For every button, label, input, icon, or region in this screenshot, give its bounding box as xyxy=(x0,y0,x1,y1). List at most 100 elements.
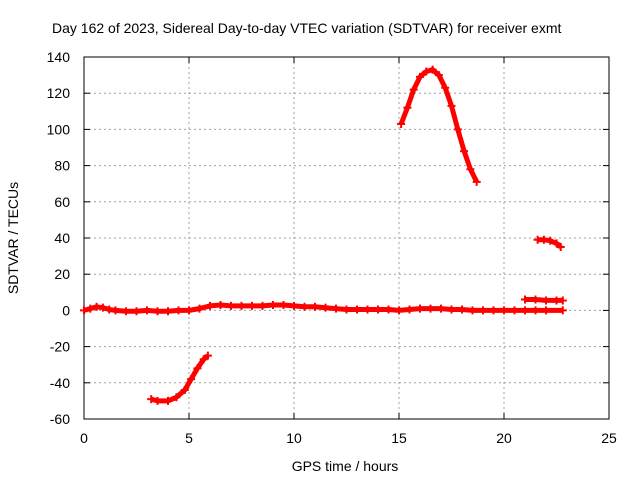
x-axis-ticks: 0 5 10 15 20 25 xyxy=(80,57,617,446)
data-point xyxy=(441,83,450,92)
series-segment-2 xyxy=(397,65,481,186)
data-point xyxy=(458,305,466,314)
data-point xyxy=(80,306,88,315)
data-point xyxy=(447,305,456,314)
data-point xyxy=(403,103,412,112)
y-tick-label: -60 xyxy=(50,411,70,427)
data-point xyxy=(460,147,469,156)
data-point xyxy=(468,306,477,315)
data-point xyxy=(300,302,309,311)
data-point xyxy=(521,306,529,315)
data-point xyxy=(426,304,435,313)
data-point xyxy=(542,306,550,315)
data-point xyxy=(558,296,567,305)
data-point xyxy=(279,300,288,309)
x-axis-label: GPS time / hours xyxy=(292,458,399,474)
data-point xyxy=(500,306,508,315)
data-point xyxy=(86,304,95,313)
x-tick-label: 10 xyxy=(286,430,302,446)
data-point xyxy=(187,375,196,384)
series-line xyxy=(150,353,210,404)
x-tick-label: 20 xyxy=(496,430,512,446)
data-point xyxy=(489,306,498,315)
y-tick-label: 140 xyxy=(47,49,71,65)
series-line xyxy=(398,67,479,184)
data-point xyxy=(437,304,445,313)
data-point xyxy=(384,305,393,314)
x-tick-label: 0 xyxy=(80,430,88,446)
y-tick-label: 0 xyxy=(62,302,70,318)
data-point xyxy=(206,301,214,310)
data-point xyxy=(395,306,403,315)
grid xyxy=(84,57,609,419)
data-point xyxy=(143,306,151,315)
data-point xyxy=(479,306,487,315)
x-tick-label: 25 xyxy=(601,430,617,446)
y-tick-label: -20 xyxy=(50,339,70,355)
data-point xyxy=(428,65,437,74)
data-point xyxy=(111,306,120,315)
data-point xyxy=(237,301,246,310)
data-point xyxy=(172,393,181,402)
data-point xyxy=(203,351,212,360)
data-point xyxy=(195,304,204,313)
series-segment-4 xyxy=(533,235,565,252)
data-point xyxy=(153,307,162,316)
data-point xyxy=(193,364,202,373)
y-tick-label: 120 xyxy=(47,85,71,101)
data-point xyxy=(98,303,107,312)
data-point xyxy=(531,295,540,304)
y-tick-label: 60 xyxy=(54,194,70,210)
y-axis-label: SDTVAR / TECUs xyxy=(5,182,21,294)
data-point xyxy=(353,305,361,314)
data-point xyxy=(147,395,156,404)
data-point xyxy=(405,305,414,314)
data-point xyxy=(321,303,330,312)
data-point xyxy=(409,85,418,94)
data-point xyxy=(258,301,267,310)
x-tick-label: 5 xyxy=(185,430,193,446)
data-point xyxy=(216,300,225,309)
series-segment-3 xyxy=(521,295,567,305)
data-point xyxy=(248,301,256,310)
y-tick-label: 80 xyxy=(54,158,70,174)
y-axis-ticks: -60 -40 -20 0 20 40 60 80 100 120 140 xyxy=(47,49,609,427)
data-point xyxy=(174,306,183,315)
data-point xyxy=(416,304,424,313)
y-tick-label: 40 xyxy=(54,230,70,246)
data-point xyxy=(447,101,456,110)
data-point xyxy=(290,301,298,310)
data-point xyxy=(164,307,172,316)
data-point xyxy=(311,302,319,311)
data-point xyxy=(546,236,555,245)
data-point xyxy=(416,72,424,81)
data-point xyxy=(332,304,340,313)
y-tick-label: 20 xyxy=(54,266,70,282)
data-point xyxy=(342,305,351,314)
data-point xyxy=(132,307,141,316)
data-point xyxy=(122,307,130,316)
data-point xyxy=(363,305,372,314)
data-point xyxy=(521,295,529,304)
data-point xyxy=(269,300,277,309)
data-point xyxy=(453,125,462,134)
data-point xyxy=(153,396,162,405)
data-point xyxy=(531,306,540,315)
series-segment-1 xyxy=(147,351,212,405)
data-point xyxy=(558,306,567,315)
data-point xyxy=(180,386,189,395)
series-baseline xyxy=(80,300,567,316)
y-tick-label: 100 xyxy=(47,121,71,137)
data-point xyxy=(185,306,193,315)
data-point xyxy=(227,301,235,310)
data-point xyxy=(199,355,208,364)
data-point xyxy=(397,119,406,128)
data-points xyxy=(80,65,567,405)
data-point xyxy=(510,306,519,315)
data-point xyxy=(164,396,172,405)
data-point xyxy=(472,177,481,186)
data-point xyxy=(466,165,475,174)
data-point xyxy=(374,305,382,314)
data-point xyxy=(552,239,561,248)
